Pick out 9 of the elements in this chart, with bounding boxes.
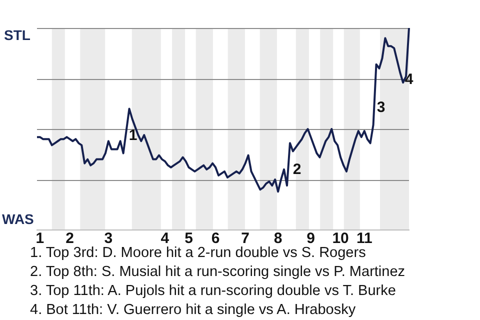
text: 2. Top 8th: S. Musial hit a run-scoring single vs P. Martinez (30, 263, 406, 282)
text: 4. Bot 11th: V. Guerrero hit a single vs A. Hrabosky (30, 301, 357, 320)
annotation: 1 (128, 127, 138, 144)
annotation: 3 (376, 99, 386, 116)
text: STL (4, 26, 31, 43)
annotation: 2 (292, 161, 302, 178)
annotation: 4 (404, 71, 414, 88)
text: WAS (2, 210, 34, 227)
text: 3. Top 11th: A. Pujols hit a run-scoring double vs T. Burke (30, 282, 397, 301)
